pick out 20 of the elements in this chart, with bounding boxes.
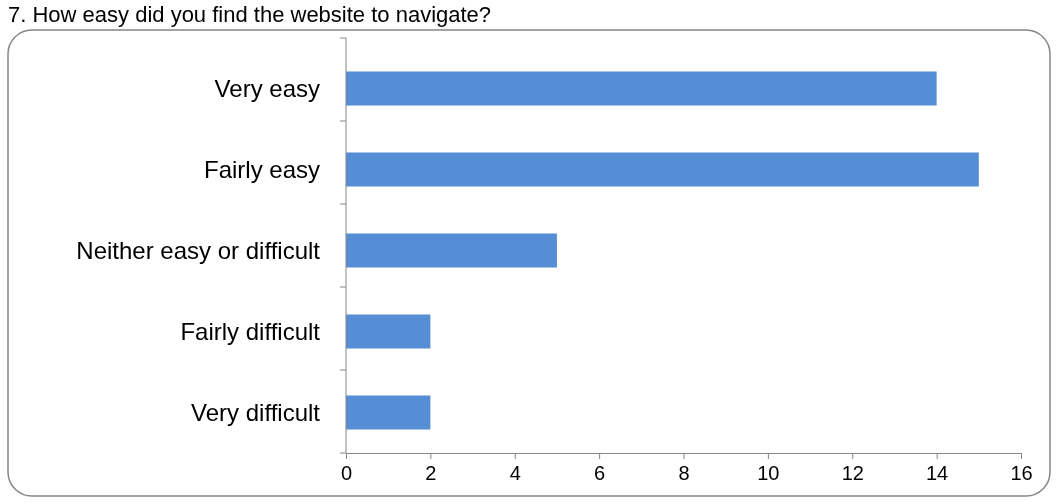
bar: [346, 152, 979, 187]
x-tick-label: 0: [340, 462, 353, 484]
x-tick-label: 8: [678, 462, 690, 484]
bar: [346, 233, 557, 268]
x-tick-label: 10: [757, 462, 780, 484]
x-tick-label: 16: [1010, 462, 1033, 484]
y-tick-label: Fairly difficult: [180, 317, 321, 345]
x-tick-label: 14: [926, 462, 949, 484]
x-tick-label: 4: [509, 462, 521, 484]
y-tick-label: Very difficult: [191, 398, 321, 426]
x-tick-label: 12: [841, 462, 864, 484]
y-tick-label: Very easy: [214, 74, 320, 102]
chart-title: 7. How easy did you find the website to navigate?: [8, 2, 492, 27]
x-tick-label: 6: [594, 462, 606, 484]
bar: [346, 71, 937, 106]
bar: [346, 314, 431, 349]
bar: [346, 395, 431, 430]
y-tick-label: Fairly easy: [203, 155, 320, 183]
y-tick-label: Neither easy or difficult: [76, 236, 321, 264]
x-tick-label: 2: [425, 462, 437, 484]
